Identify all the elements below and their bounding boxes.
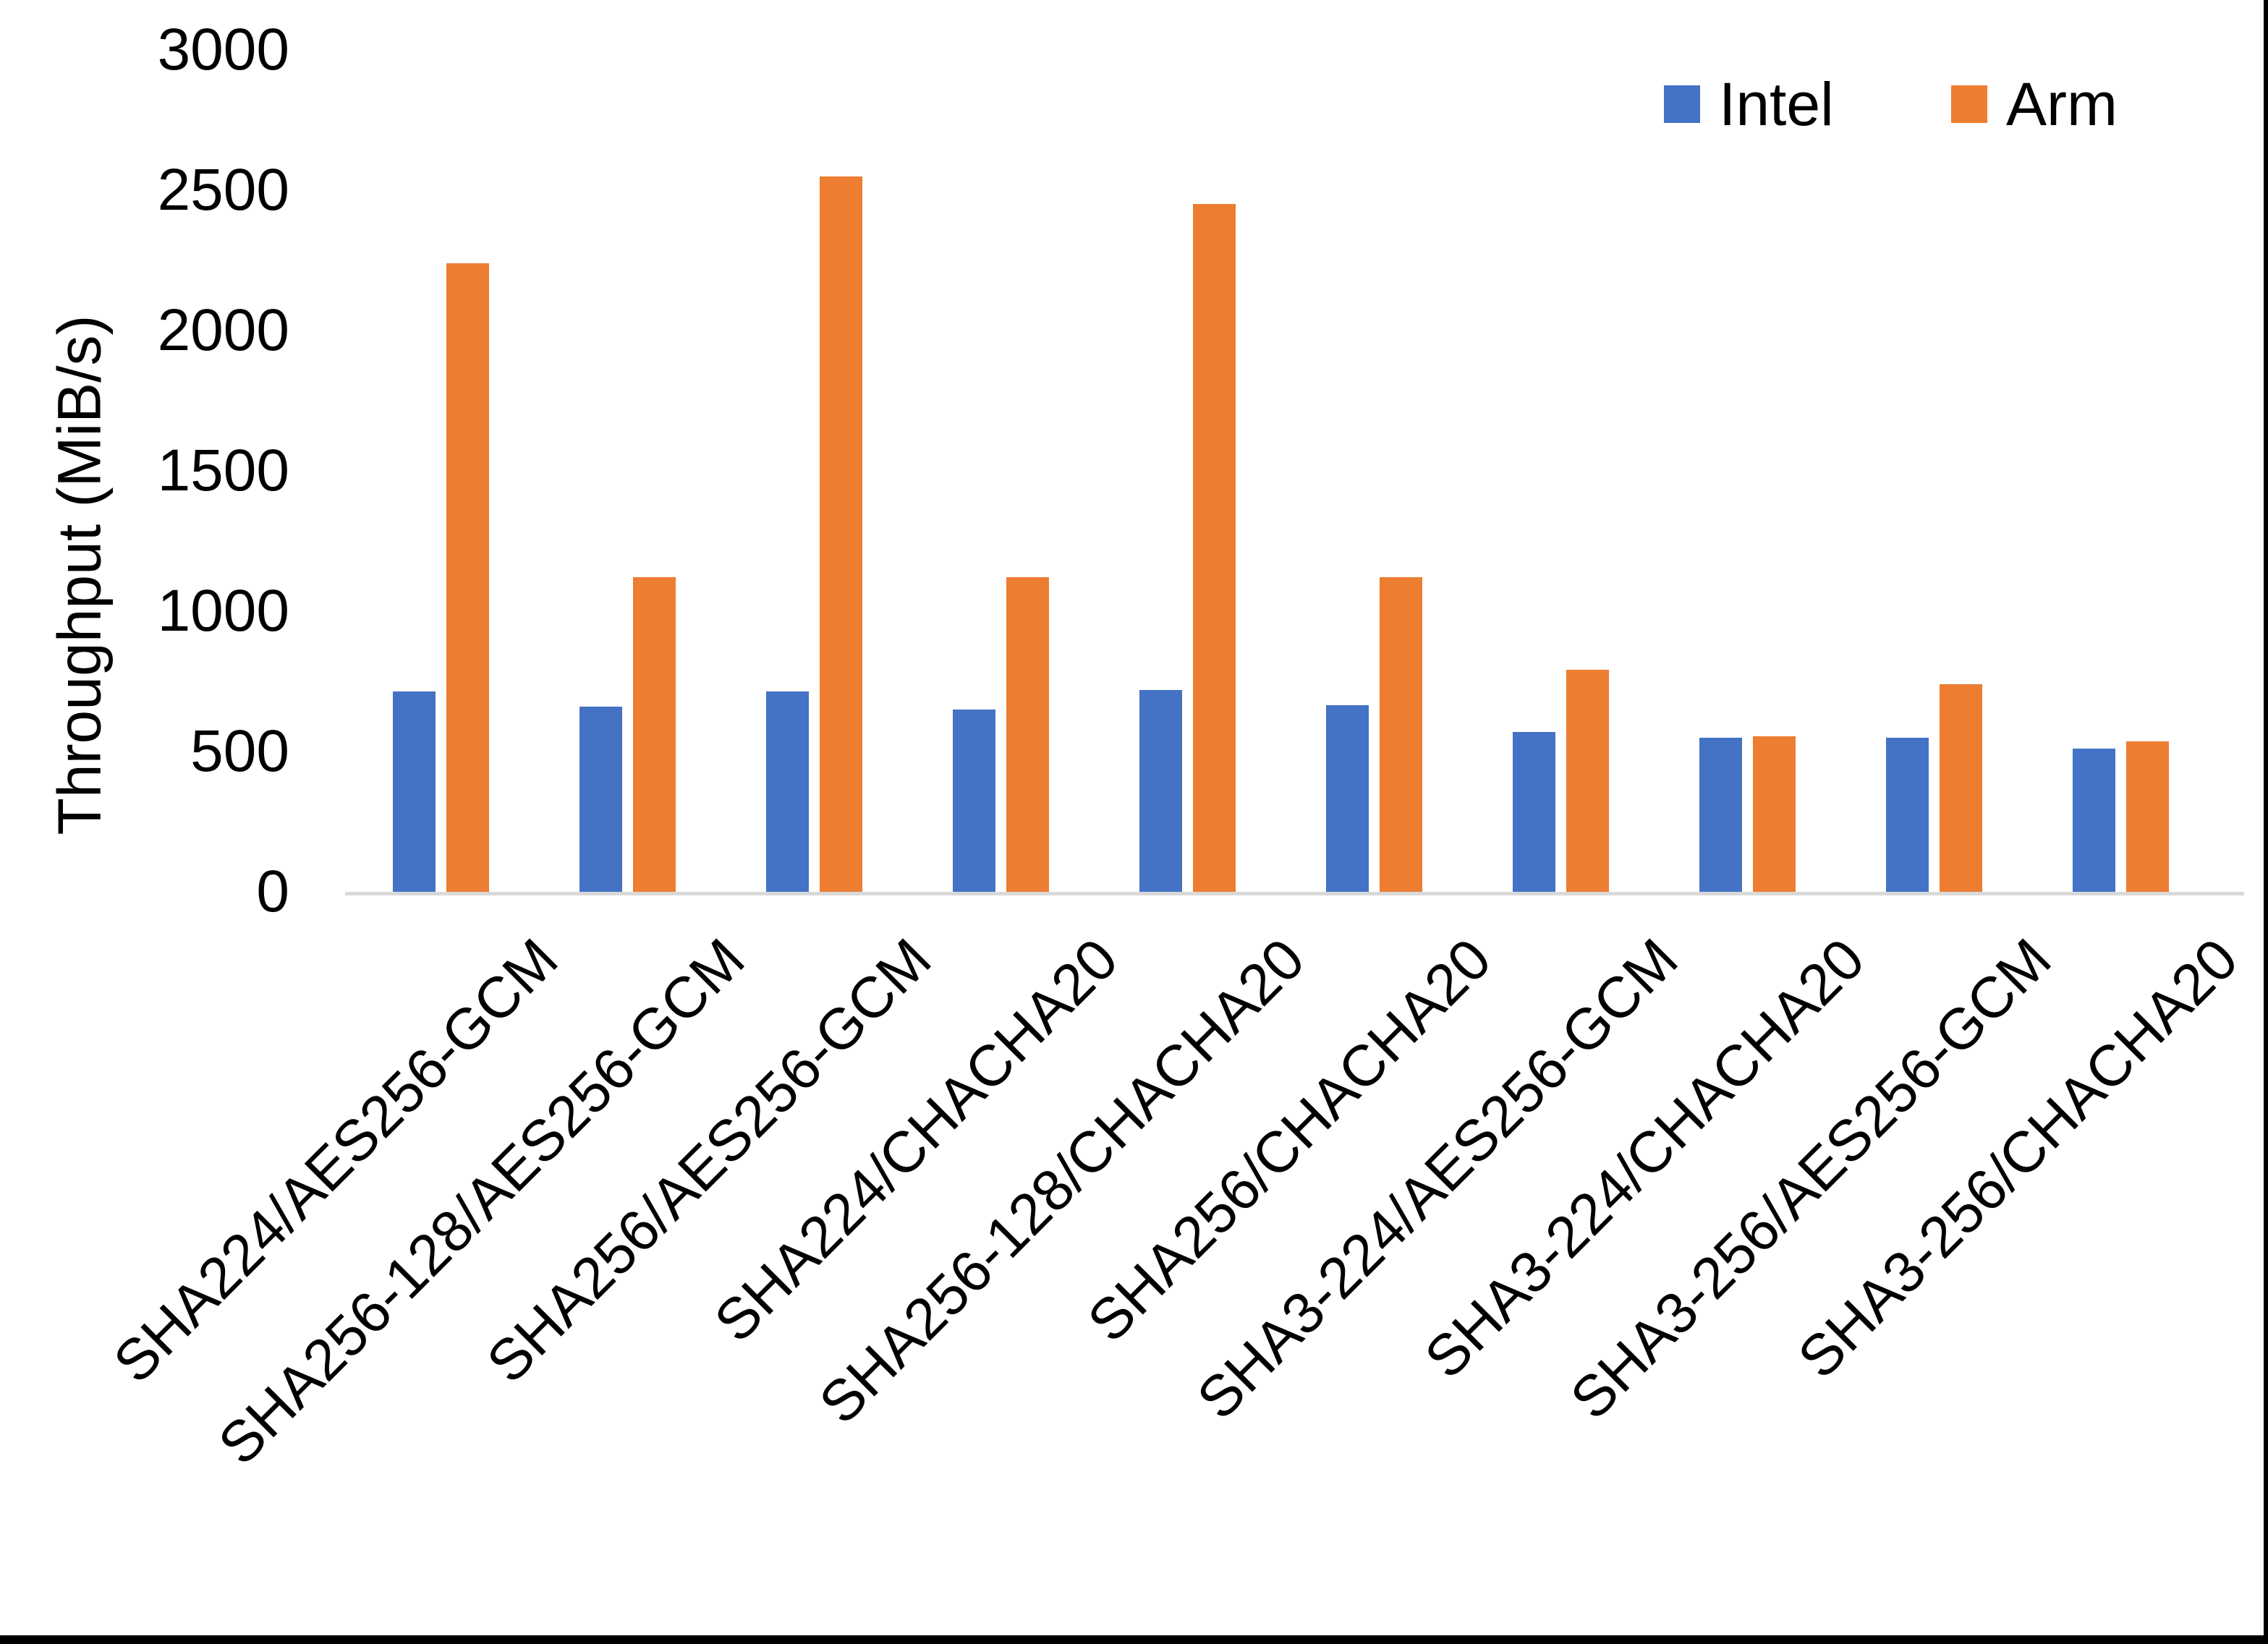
bar-group — [1467, 0, 1654, 892]
y-axis-title: Throughput (MiB/s) — [45, 315, 114, 835]
x-axis-line — [345, 892, 2244, 895]
y-tick-label-500: 500 — [190, 718, 289, 784]
legend-swatch-intel — [1664, 85, 1700, 123]
bar-arm-SHA3-224/AES256-GCM — [1566, 670, 1609, 892]
bar-intel-SHA224/AES256-GCM — [392, 691, 436, 892]
legend-label: Intel — [1719, 70, 1834, 138]
bar-group — [1280, 0, 1467, 892]
bar-arm-SHA3-256/CHACHA20 — [2125, 741, 2169, 892]
bar-arm-SHA224/CHACHA20 — [1006, 577, 1049, 892]
bar-group — [907, 0, 1094, 892]
bar-arm-SHA256/CHACHA20 — [1379, 577, 1422, 892]
bar-group — [2027, 0, 2214, 892]
bar-group — [1840, 0, 2027, 892]
bar-arm-SHA256-128/AES256-GCM — [632, 577, 676, 892]
bar-group — [347, 0, 534, 892]
page-bottom-border — [0, 1635, 2268, 1644]
bar-group — [1094, 0, 1280, 892]
y-tick-label-1000: 1000 — [157, 578, 289, 644]
bar-intel-SHA3-256/CHACHA20 — [2072, 749, 2115, 892]
legend-swatch-arm — [1951, 85, 1987, 123]
legend-item-arm: Arm — [1951, 70, 2118, 138]
bar-intel-SHA3-224/AES256-GCM — [1512, 732, 1555, 892]
legend-item-intel: Intel — [1664, 70, 1834, 138]
bar-intel-SHA224/CHACHA20 — [952, 710, 995, 892]
page-right-border — [2264, 0, 2268, 1644]
bar-intel-SHA256-128/CHACHA20 — [1139, 690, 1182, 892]
bar-arm-SHA256-128/CHACHA20 — [1192, 204, 1236, 892]
y-tick-label-3000: 3000 — [157, 17, 289, 82]
y-tick-label-2000: 2000 — [157, 297, 289, 363]
bar-intel-SHA256/CHACHA20 — [1325, 705, 1369, 892]
y-tick-label-2500: 2500 — [157, 157, 289, 223]
bar-intel-SHA3-224/CHACHA20 — [1699, 738, 1742, 892]
bar-intel-SHA3-256/AES256-GCM — [1885, 738, 1929, 892]
bar-group — [721, 0, 907, 892]
bar-intel-SHA256/AES256-GCM — [765, 691, 809, 892]
bar-group — [1654, 0, 1840, 892]
bar-arm-SHA256/AES256-GCM — [819, 176, 862, 892]
bar-group — [534, 0, 721, 892]
bar-arm-SHA3-224/CHACHA20 — [1752, 736, 1796, 892]
y-tick-label-0: 0 — [256, 859, 289, 924]
plot-area — [347, 0, 2214, 892]
bar-arm-SHA224/AES256-GCM — [446, 263, 489, 892]
y-tick-label-1500: 1500 — [157, 438, 289, 503]
legend-label: Arm — [2006, 70, 2118, 138]
bar-arm-SHA3-256/AES256-GCM — [1939, 684, 1982, 892]
bar-intel-SHA256-128/AES256-GCM — [579, 707, 622, 892]
